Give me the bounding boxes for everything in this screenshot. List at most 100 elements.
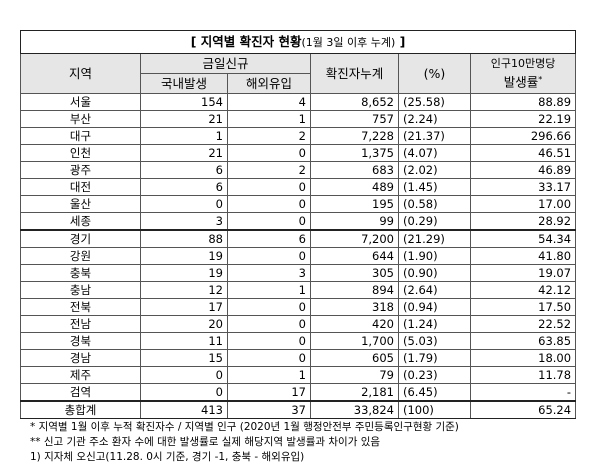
- overseas-cell: 1: [227, 110, 311, 128]
- data-row: 대전 6 0 489 (1.45) 33.17: [20, 178, 577, 196]
- percent-cell: (2.02): [398, 161, 471, 179]
- domestic-cell: 0: [140, 383, 228, 402]
- overseas-cell: 0: [227, 315, 311, 333]
- cumulative-cell: 318: [310, 298, 399, 316]
- data-row: 검역 0 17 2,181 (6.45) -: [20, 383, 577, 402]
- percent-cell: (1.24): [398, 315, 471, 333]
- domestic-cell: 20: [140, 315, 228, 333]
- rate-cell: 54.34: [469, 229, 577, 248]
- data-row: 세종 3 0 99 (0.29) 28.92: [20, 212, 577, 231]
- percent-cell: (0.58): [398, 195, 471, 213]
- rate-cell: 42.12: [469, 281, 577, 299]
- cumulative-cell: 7,228: [310, 127, 399, 145]
- data-row: 제주 0 1 79 (0.23) 11.78: [20, 366, 577, 384]
- data-row: 인천 21 0 1,375 (4.07) 46.51: [20, 144, 577, 162]
- footnote: ** 신고 기관 주소 환자 수에 대한 발생률로 실제 해당지역 발생률과 차…: [30, 436, 381, 448]
- region-cell: 부산: [20, 110, 141, 128]
- data-row: 전북 17 0 318 (0.94) 17.50: [20, 298, 577, 316]
- domestic-cell: 19: [140, 247, 228, 265]
- header-cumulative: 확진자누계: [310, 53, 399, 94]
- overseas-cell: 4: [227, 93, 311, 111]
- rate-line2: 발생률: [503, 74, 539, 90]
- overseas-cell: 2: [227, 161, 311, 179]
- domestic-cell: 88: [140, 229, 228, 248]
- region-cell: 대전: [20, 178, 141, 196]
- title-sub: (1월 3일 이후 누계): [301, 35, 396, 49]
- overseas-cell: 0: [227, 349, 311, 367]
- overseas-cell: 1: [227, 366, 311, 384]
- rate-cell: 17.00: [469, 195, 577, 213]
- domestic-cell: 154: [140, 93, 228, 111]
- percent-cell: (0.94): [398, 298, 471, 316]
- domestic-cell: 12: [140, 281, 228, 299]
- percent-cell: (6.45): [398, 383, 471, 402]
- title-cell: [ 지역별 확진자 현황(1월 3일 이후 누계) ]: [19, 30, 577, 54]
- rate-cell: 11.78: [469, 366, 577, 384]
- percent-cell: (0.90): [398, 264, 471, 282]
- overseas-cell: 3: [227, 264, 311, 282]
- region-cell: 총합계: [20, 400, 141, 419]
- cumulative-cell: 79: [310, 366, 399, 384]
- domestic-cell: 6: [140, 178, 228, 196]
- cumulative-cell: 757: [310, 110, 399, 128]
- rate-cell: 18.00: [469, 349, 577, 367]
- rate-cell: 22.19: [469, 110, 577, 128]
- title-close: ]: [395, 33, 406, 49]
- domestic-cell: 19: [140, 264, 228, 282]
- data-row: 부산 21 1 757 (2.24) 22.19: [20, 110, 577, 128]
- cumulative-cell: 683: [310, 161, 399, 179]
- percent-cell: (5.03): [398, 332, 471, 350]
- domestic-cell: 15: [140, 349, 228, 367]
- overseas-cell: 0: [227, 178, 311, 196]
- title-main: [ 지역별 확진자 현황: [190, 33, 302, 49]
- data-row: 울산 0 0 195 (0.58) 17.00: [20, 195, 577, 213]
- region-cell: 대구: [20, 127, 141, 145]
- cumulative-cell: 644: [310, 247, 399, 265]
- percent-cell: (25.58): [398, 93, 471, 111]
- rate-cell: 28.92: [469, 212, 577, 231]
- data-row: 충북 19 3 305 (0.90) 19.07: [20, 264, 577, 282]
- cumulative-cell: 1,375: [310, 144, 399, 162]
- data-row: 강원 19 0 644 (1.90) 41.80: [20, 247, 577, 265]
- overseas-cell: 0: [227, 332, 311, 350]
- rate-cell: 22.52: [469, 315, 577, 333]
- region-cell: 인천: [20, 144, 141, 162]
- region-cell: 충남: [20, 281, 141, 299]
- rate-cell: 65.24: [469, 400, 577, 419]
- footnote: * 지역별 1월 이후 누적 확진자수 / 지역별 인구 (2020년 1월 행…: [30, 421, 459, 433]
- header-overseas: 해외유입: [227, 73, 311, 94]
- header-rate: 인구10만명당 발생률*: [469, 53, 577, 94]
- overseas-cell: 0: [227, 144, 311, 162]
- rate-cell: 63.85: [469, 332, 577, 350]
- region-cell: 경북: [20, 332, 141, 350]
- cumulative-cell: 7,200: [310, 229, 399, 248]
- domestic-cell: 17: [140, 298, 228, 316]
- region-cell: 강원: [20, 247, 141, 265]
- cumulative-cell: 894: [310, 281, 399, 299]
- region-cell: 검역: [20, 383, 141, 402]
- cumulative-cell: 8,652: [310, 93, 399, 111]
- domestic-cell: 21: [140, 144, 228, 162]
- overseas-cell: 2: [227, 127, 311, 145]
- header-region: 지역: [20, 53, 141, 94]
- rate-cell: 88.89: [469, 93, 577, 111]
- cumulative-cell: 305: [310, 264, 399, 282]
- cumulative-cell: 1,700: [310, 332, 399, 350]
- overseas-cell: 0: [227, 212, 311, 231]
- cumulative-cell: 99: [310, 212, 399, 231]
- domestic-cell: 0: [140, 195, 228, 213]
- domestic-cell: 3: [140, 212, 228, 231]
- overseas-cell: 6: [227, 229, 311, 248]
- rate-cell: 19.07: [469, 264, 577, 282]
- overseas-cell: 17: [227, 383, 311, 402]
- overseas-cell: 0: [227, 298, 311, 316]
- covid-table: [ 지역별 확진자 현황(1월 3일 이후 누계) ] 지역 금일신규 확진자누…: [19, 30, 577, 419]
- domestic-cell: 11: [140, 332, 228, 350]
- region-cell: 충북: [20, 264, 141, 282]
- title-row: [ 지역별 확진자 현황(1월 3일 이후 누계) ]: [19, 30, 577, 54]
- region-cell: 광주: [20, 161, 141, 179]
- header-row: 지역 금일신규 확진자누계 (%) 인구10만명당 발생률*: [20, 53, 577, 94]
- domestic-cell: 0: [140, 366, 228, 384]
- data-row: 대구 1 2 7,228 (21.37) 296.66: [20, 127, 577, 145]
- rate-cell: 41.80: [469, 247, 577, 265]
